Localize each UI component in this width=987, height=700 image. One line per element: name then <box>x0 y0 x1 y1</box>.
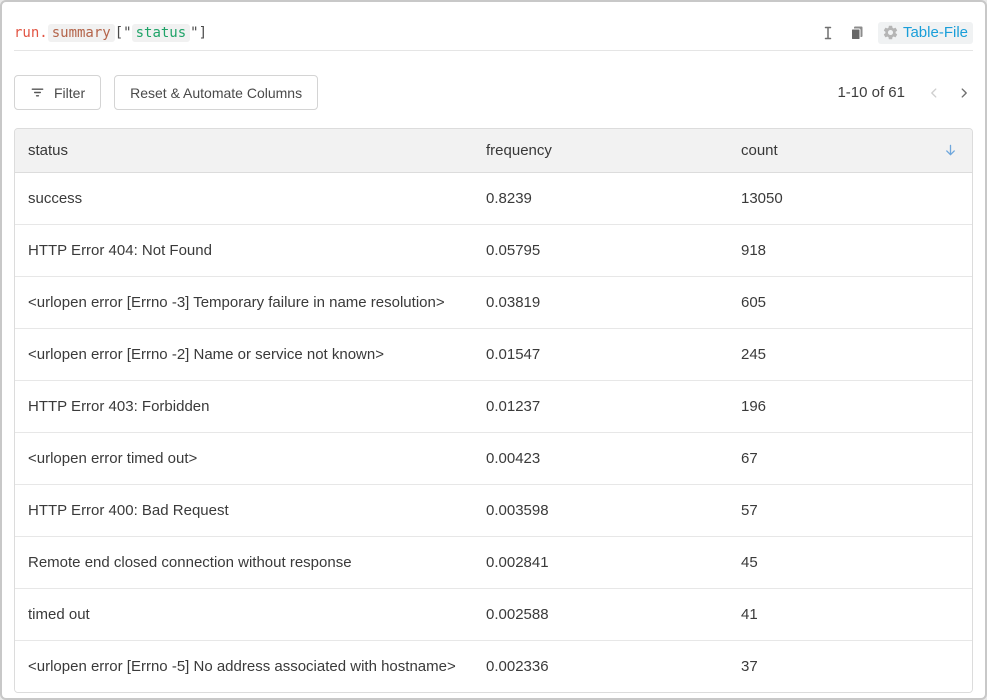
status-cell: Remote end closed connection without res… <box>28 554 352 571</box>
status-cell: HTTP Error 400: Bad Request <box>28 502 229 519</box>
count-cell: 67 <box>741 450 758 467</box>
gear-icon <box>882 24 899 41</box>
frequency-cell: 0.01237 <box>486 398 541 415</box>
count-cell: 37 <box>741 658 758 675</box>
table-toolbar: Filter Reset & Automate Columns 1-10 of … <box>14 75 973 110</box>
next-page-button[interactable] <box>955 84 973 102</box>
table-row: HTTP Error 404: Not Found 0.05795 918 <box>15 225 972 277</box>
table-row: HTTP Error 400: Bad Request 0.003598 57 <box>15 485 972 537</box>
expression-token-status: status <box>131 24 191 42</box>
filter-button[interactable]: Filter <box>14 75 102 110</box>
expression-token-summary: summary <box>47 24 115 42</box>
expression-token-run: run. <box>14 25 48 41</box>
table-row: <urlopen error [Errno -5] No address ass… <box>15 641 972 692</box>
panel-type-picker[interactable]: Table-File <box>877 22 973 44</box>
table-row: Remote end closed connection without res… <box>15 537 972 589</box>
status-cell: success <box>28 190 83 207</box>
table-row: <urlopen error timed out> 0.00423 67 <box>15 433 972 485</box>
panel-type-label: Table-File <box>902 24 968 41</box>
status-cell: <urlopen error [Errno -5] No address ass… <box>28 658 456 675</box>
table-row: <urlopen error [Errno -3] Temporary fail… <box>15 277 972 329</box>
frequency-cell: 0.8239 <box>486 190 532 207</box>
filter-button-label: Filter <box>54 84 86 101</box>
status-cell: <urlopen error timed out> <box>28 450 198 467</box>
count-cell: 41 <box>741 606 758 623</box>
previous-page-button[interactable] <box>925 84 943 102</box>
edit-expression-button[interactable] <box>820 25 836 41</box>
frequency-cell: 0.00423 <box>486 450 541 467</box>
status-cell: <urlopen error [Errno -2] Name or servic… <box>28 346 384 363</box>
frequency-cell: 0.002588 <box>486 606 549 623</box>
count-cell: 245 <box>741 346 767 363</box>
sort-indicator[interactable] <box>928 143 972 158</box>
frequency-cell: 0.002841 <box>486 554 549 571</box>
expression-token-close: "] <box>190 25 208 41</box>
reset-automate-columns-label: Reset & Automate Columns <box>130 84 303 101</box>
copy-icon <box>849 25 865 41</box>
sort-descending-arrow-icon <box>943 143 958 158</box>
column-header-count[interactable]: count <box>741 142 778 159</box>
pagination: 1-10 of 61 <box>837 84 973 102</box>
pagination-range-label: 1-10 of 61 <box>837 84 905 101</box>
table-row: timed out 0.002588 41 <box>15 589 972 641</box>
frequency-cell: 0.05795 <box>486 242 541 259</box>
status-cell: <urlopen error [Errno -3] Temporary fail… <box>28 294 445 311</box>
frequency-cell: 0.003598 <box>486 502 549 519</box>
status-cell: HTTP Error 404: Not Found <box>28 242 212 259</box>
table-row: <urlopen error [Errno -2] Name or servic… <box>15 329 972 381</box>
count-cell: 605 <box>741 294 767 311</box>
expression-actions: Table-File <box>820 22 973 44</box>
summary-expression-input[interactable]: run. summary [" status "] <box>14 24 207 42</box>
i-beam-icon <box>820 25 836 41</box>
count-cell: 13050 <box>741 190 783 207</box>
copy-button[interactable] <box>849 25 865 41</box>
status-summary-table: status frequency count success 0.8239 13… <box>14 128 973 693</box>
expression-bar: run. summary [" status "] Table-File <box>14 2 973 51</box>
frequency-cell: 0.01547 <box>486 346 541 363</box>
count-cell: 196 <box>741 398 767 415</box>
count-cell: 57 <box>741 502 758 519</box>
table-row: HTTP Error 403: Forbidden 0.01237 196 <box>15 381 972 433</box>
column-header-frequency[interactable]: frequency <box>486 142 552 159</box>
chevron-left-icon <box>927 86 941 100</box>
count-cell: 45 <box>741 554 758 571</box>
status-cell: timed out <box>28 606 90 623</box>
filter-icon <box>30 85 45 100</box>
frequency-cell: 0.002336 <box>486 658 549 675</box>
reset-automate-columns-button[interactable]: Reset & Automate Columns <box>114 75 319 110</box>
frequency-cell: 0.03819 <box>486 294 541 311</box>
column-header-status[interactable]: status <box>28 142 69 159</box>
table-header-row: status frequency count <box>15 129 972 173</box>
status-cell: HTTP Error 403: Forbidden <box>28 398 210 415</box>
expression-token-open: [" <box>114 25 132 41</box>
chevron-right-icon <box>957 86 971 100</box>
table-row: success 0.8239 13050 <box>15 173 972 225</box>
count-cell: 918 <box>741 242 767 259</box>
